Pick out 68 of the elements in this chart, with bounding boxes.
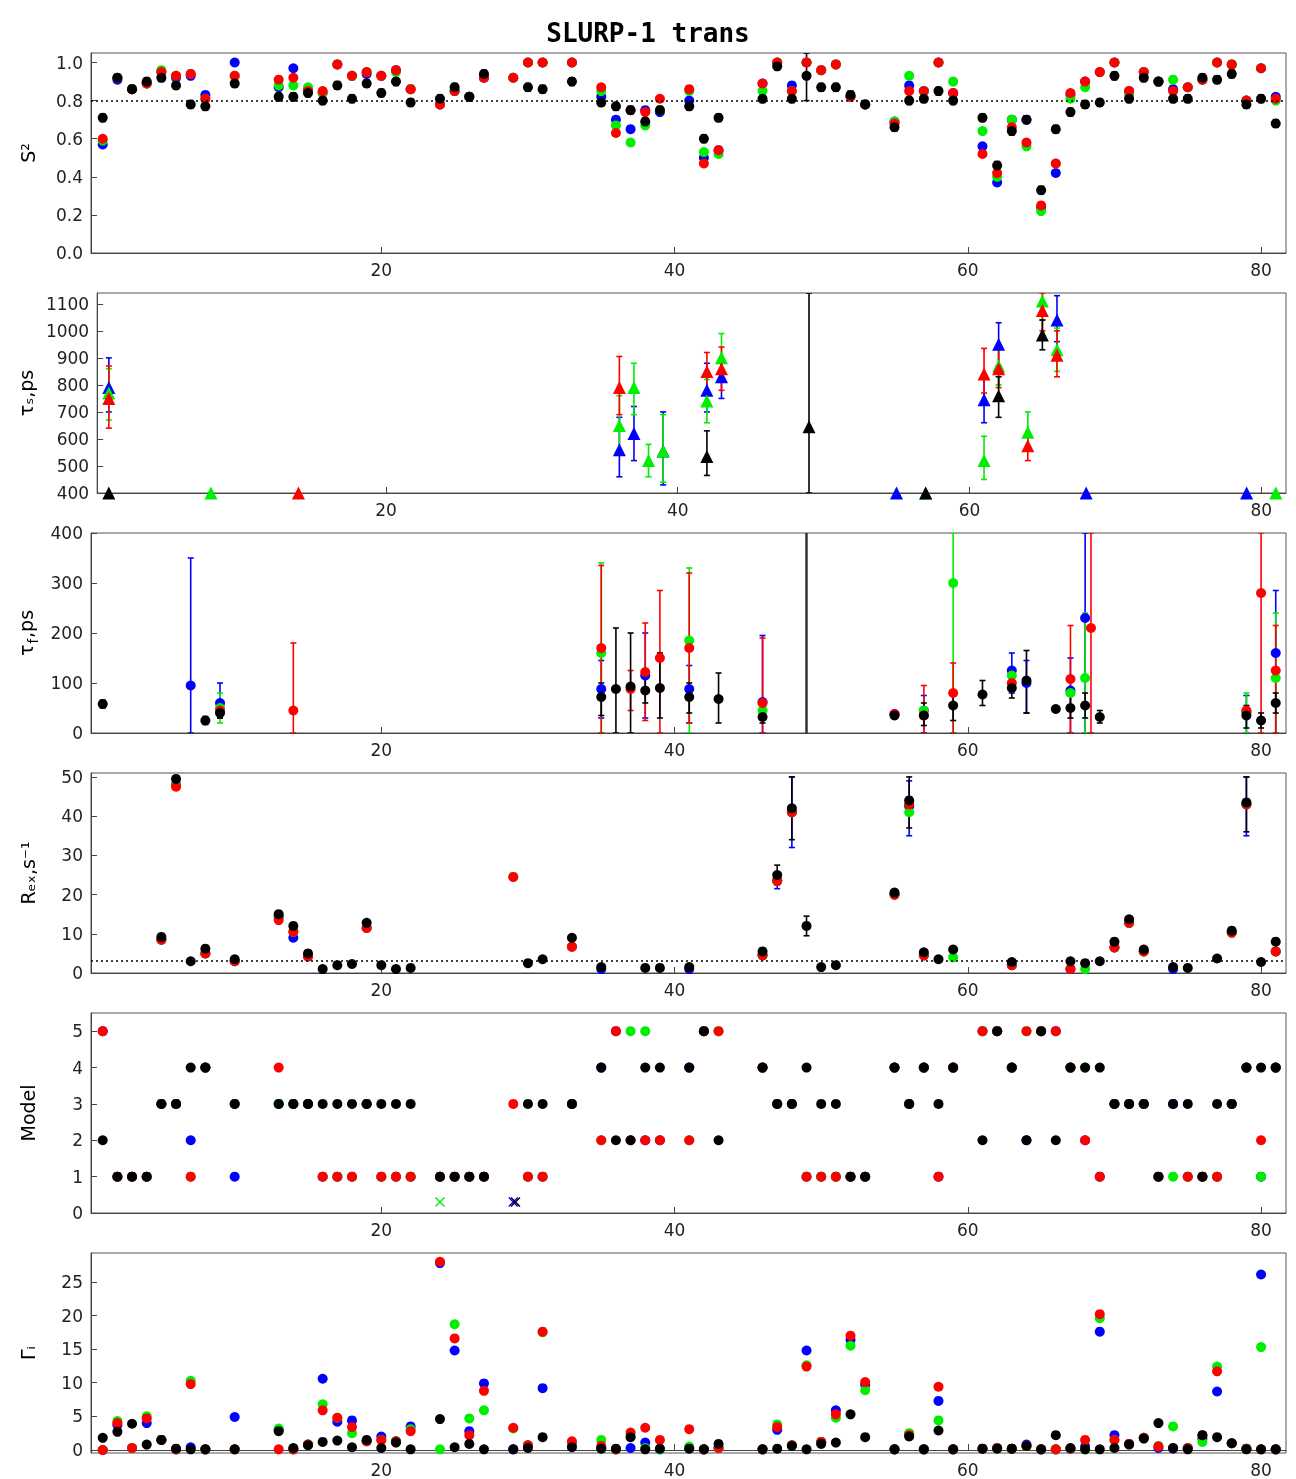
x-tick-label: 60: [957, 1459, 979, 1479]
y-tick-label: 1: [72, 1166, 83, 1187]
y-tick-label: 500: [56, 455, 90, 476]
x-tick-label: 60: [957, 259, 979, 280]
x-tick-label: 20: [375, 499, 397, 520]
y-tick-label: 0: [72, 963, 83, 983]
y-tick-label: 0: [72, 1203, 83, 1223]
y-tick-label: 30: [61, 845, 83, 866]
y-tick-label: 700: [56, 401, 90, 422]
x-tick-label: 60: [957, 739, 979, 760]
x-tick-label: 20: [370, 259, 393, 280]
y-tick-label: 15: [61, 1339, 83, 1360]
y-axis-title: Model: [16, 1084, 39, 1142]
y-tick-label: 3: [72, 1093, 83, 1114]
y-tick-label: 25: [61, 1271, 83, 1292]
y-tick-label: 1000: [45, 320, 90, 341]
x-tick-label: 40: [663, 979, 686, 1000]
x-tick-label: 80: [1250, 739, 1272, 760]
y-tick-label: 0.6: [55, 128, 83, 149]
x-tick-label: 20: [370, 1219, 393, 1240]
y-tick-label: 10: [61, 923, 83, 944]
x-tick-label: 20: [370, 1459, 393, 1479]
y-axis-title: Γᵢ: [16, 1346, 39, 1360]
x-tick-label: 20: [370, 739, 393, 760]
x-tick-label: 80: [1250, 1219, 1272, 1240]
x-tick-label: 80: [1250, 979, 1272, 1000]
x-tick-label: 40: [666, 499, 689, 520]
y-tick-label: 40: [61, 806, 83, 827]
y-tick-label: 20: [61, 884, 83, 905]
y-tick-label: 0.4: [55, 166, 83, 187]
y-tick-label: 900: [56, 347, 90, 368]
x-tick-label: 80: [1250, 259, 1272, 280]
y-tick-label: 10: [61, 1372, 83, 1393]
y-tick-label: 20: [61, 1305, 83, 1326]
x-tick-label: 80: [1250, 1459, 1272, 1479]
y-tick-label: 1.0: [55, 52, 83, 73]
y-axis-title: τₛ,ps: [14, 369, 37, 417]
y-tick-label: 5: [72, 1406, 83, 1427]
x-tick-label: 40: [663, 1459, 686, 1479]
y-axis-title: S²: [16, 143, 39, 163]
x-tick-label: 40: [663, 739, 686, 760]
x-tick-label: 20: [370, 979, 393, 1000]
x-tick-label: 60: [957, 1219, 979, 1240]
x-tick-label: 40: [663, 259, 686, 280]
y-tick-label: 0.0: [55, 243, 83, 263]
y-tick-label: 50: [61, 766, 83, 787]
y-axis-title: Rₑₓ,s⁻¹: [16, 841, 39, 905]
y-tick-label: 200: [50, 623, 83, 643]
chart-title: SLURP-1 trans: [546, 18, 750, 49]
x-tick-label: 40: [663, 1219, 686, 1240]
y-tick-label: 0: [72, 723, 83, 743]
y-tick-label: 100: [50, 673, 83, 693]
x-tick-label: 60: [957, 979, 979, 1000]
y-tick-label: 2: [72, 1130, 83, 1151]
x-tick-label: 80: [1250, 499, 1273, 520]
y-tick-label: 0.8: [55, 90, 83, 111]
y-tick-label: 1100: [45, 293, 90, 314]
y-tick-label: 400: [50, 523, 83, 543]
y-tick-label: 600: [56, 428, 90, 449]
y-tick-label: 4: [72, 1057, 83, 1078]
y-axis-title: τf,ps: [15, 609, 41, 657]
x-tick-label: 60: [958, 499, 981, 520]
y-tick-label: 800: [56, 374, 90, 395]
y-tick-label: 5: [72, 1021, 83, 1042]
y-tick-label: 400: [56, 483, 90, 503]
y-tick-label: 300: [50, 573, 83, 593]
y-tick-label: 0: [72, 1439, 83, 1460]
y-tick-label: 0.2: [55, 204, 83, 225]
